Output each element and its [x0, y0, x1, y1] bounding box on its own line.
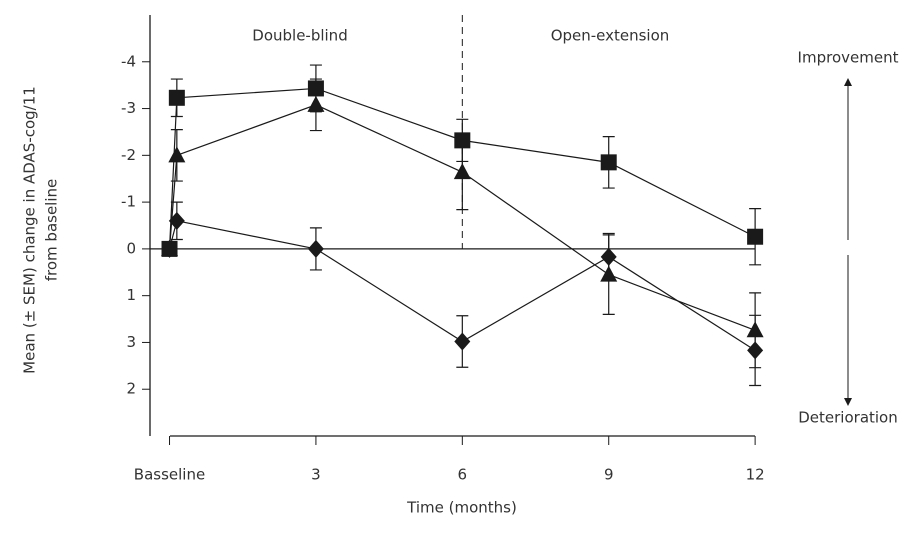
marker [307, 95, 325, 112]
marker [168, 89, 185, 106]
direction-label: Improvement [798, 49, 899, 67]
marker [600, 154, 617, 171]
y-tick-label: -1 [121, 193, 136, 211]
y-tick-label: 3 [126, 333, 136, 351]
marker [307, 239, 324, 258]
phase-label: Double-blind [252, 27, 347, 45]
direction-label: Deterioration [798, 409, 898, 427]
y-axis-title: Mean (± SEM) change in ADAS-cog/11 [21, 86, 39, 374]
y-tick-label: 1 [126, 286, 136, 304]
phase-label: Open-extension [551, 27, 670, 45]
marker [168, 146, 186, 163]
x-tick-label: Basseline [134, 466, 205, 484]
marker [168, 211, 185, 230]
x-tick-label: 9 [604, 466, 614, 484]
x-tick-label: 12 [746, 466, 765, 484]
marker [454, 332, 471, 351]
x-axis-title: Time (months) [406, 499, 517, 517]
y-tick-label: 2 [126, 380, 136, 398]
y-tick-label: -4 [121, 52, 136, 70]
marker [747, 228, 764, 245]
y-tick-label: -3 [121, 99, 136, 117]
x-tick-label: 3 [311, 466, 321, 484]
marker [600, 247, 617, 266]
y-tick-label: 0 [126, 239, 136, 257]
y-tick-label: -2 [121, 146, 136, 164]
y-axis-title: from baseline [43, 179, 61, 282]
marker [453, 163, 471, 180]
series-line [168, 104, 756, 331]
marker [161, 239, 178, 258]
marker [747, 341, 764, 360]
x-tick-label: 6 [458, 466, 468, 484]
series-line [168, 87, 756, 249]
